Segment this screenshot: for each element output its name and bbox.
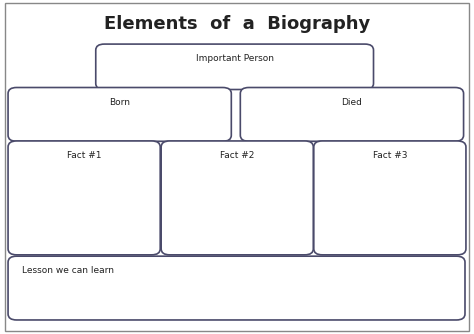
Text: Elements  of  a  Biography: Elements of a Biography xyxy=(104,15,370,33)
Text: Died: Died xyxy=(341,98,363,107)
FancyBboxPatch shape xyxy=(8,256,465,320)
FancyBboxPatch shape xyxy=(8,141,160,255)
FancyBboxPatch shape xyxy=(314,141,466,255)
Text: Born: Born xyxy=(109,98,130,107)
Text: Lesson we can learn: Lesson we can learn xyxy=(22,266,114,275)
FancyBboxPatch shape xyxy=(240,88,464,141)
FancyBboxPatch shape xyxy=(161,141,313,255)
FancyBboxPatch shape xyxy=(96,44,374,90)
Text: Fact #3: Fact #3 xyxy=(373,151,407,160)
FancyBboxPatch shape xyxy=(8,88,231,141)
Text: Fact #1: Fact #1 xyxy=(67,151,101,160)
Text: Important Person: Important Person xyxy=(196,54,273,63)
Text: Fact #2: Fact #2 xyxy=(220,151,255,160)
